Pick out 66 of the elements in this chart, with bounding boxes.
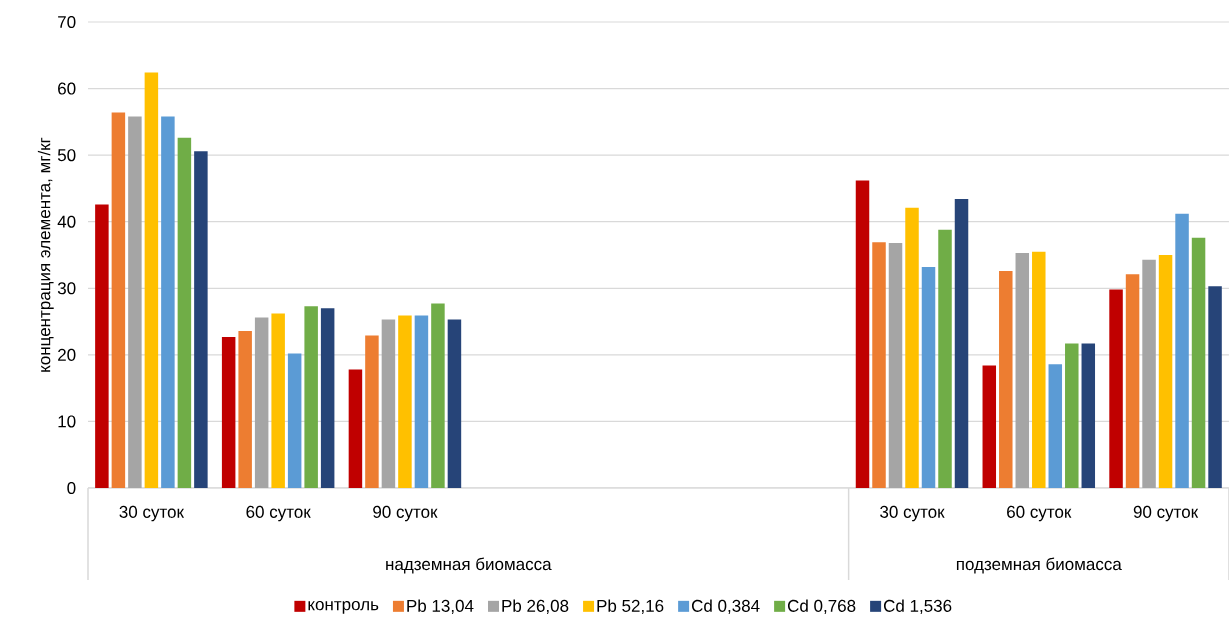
y-axis-title: концентрация элемента, мг/кг bbox=[37, 137, 54, 372]
bar bbox=[381, 319, 396, 488]
bar bbox=[254, 317, 269, 488]
bar bbox=[194, 151, 208, 488]
legend-label: Cd 1,536 bbox=[883, 599, 952, 614]
bar bbox=[888, 243, 903, 488]
text: надземная биомасса bbox=[386, 557, 552, 574]
y-tick-label: 0 bbox=[67, 481, 76, 495]
bar bbox=[221, 336, 236, 488]
legend-label: Pb 52,16 bbox=[597, 599, 664, 614]
bar bbox=[271, 313, 285, 488]
y-tick-label: 70 bbox=[58, 15, 76, 29]
bar bbox=[177, 137, 192, 488]
bar bbox=[348, 369, 363, 488]
bar bbox=[999, 270, 1013, 488]
legend-label: Pb 13,04 bbox=[407, 599, 474, 614]
legend-label: Cd 0,384 bbox=[691, 599, 760, 614]
bar bbox=[1158, 255, 1173, 488]
bar bbox=[238, 330, 252, 488]
x-tick-label: 90 суток bbox=[1133, 505, 1199, 522]
y-tick-label: 10 bbox=[58, 415, 76, 428]
bar bbox=[938, 229, 952, 488]
x-tick-label: 30 суток bbox=[880, 505, 945, 522]
y-tick-label: 60 bbox=[58, 82, 76, 95]
bar bbox=[111, 112, 126, 488]
bar bbox=[954, 199, 969, 488]
bar bbox=[431, 303, 445, 488]
bar bbox=[161, 116, 175, 488]
x-tick-label: 30 суток bbox=[119, 505, 185, 522]
bar bbox=[1065, 343, 1079, 488]
bar bbox=[1032, 251, 1046, 488]
legend-label: Pb 26,08 bbox=[502, 599, 569, 614]
bar bbox=[1175, 213, 1189, 488]
bar bbox=[144, 72, 159, 488]
bar bbox=[287, 353, 302, 488]
text: подземная биомасса bbox=[956, 557, 1122, 574]
bar bbox=[855, 180, 870, 488]
x-tick-label: 60 суток bbox=[1007, 505, 1072, 522]
bar bbox=[921, 266, 936, 488]
bar bbox=[128, 116, 142, 488]
bar bbox=[1015, 253, 1030, 488]
bar bbox=[1048, 364, 1063, 488]
bar bbox=[95, 204, 109, 488]
bar bbox=[365, 335, 379, 488]
y-tick-label: 30 bbox=[57, 282, 76, 295]
bar bbox=[447, 319, 462, 488]
y-tick-label: 20 bbox=[58, 348, 76, 361]
bar bbox=[1081, 343, 1096, 488]
bar bbox=[414, 315, 429, 488]
legend-label: контроль bbox=[308, 600, 379, 614]
bar bbox=[1191, 237, 1206, 488]
x-tick-label: 60 суток bbox=[246, 505, 311, 522]
bar bbox=[872, 242, 886, 488]
bar bbox=[320, 308, 335, 488]
bar bbox=[304, 306, 318, 488]
y-tick-label: 50 bbox=[57, 149, 76, 162]
bar bbox=[1125, 274, 1140, 488]
bar bbox=[905, 207, 919, 488]
bar bbox=[1109, 289, 1123, 488]
bar bbox=[398, 315, 412, 488]
legend-label: Cd 0,768 bbox=[787, 599, 856, 614]
bar bbox=[982, 365, 997, 488]
y-tick-label: 40 bbox=[57, 215, 76, 228]
bar bbox=[1208, 286, 1222, 488]
x-tick-label: 90 суток bbox=[373, 505, 438, 522]
bar bbox=[1142, 259, 1156, 488]
